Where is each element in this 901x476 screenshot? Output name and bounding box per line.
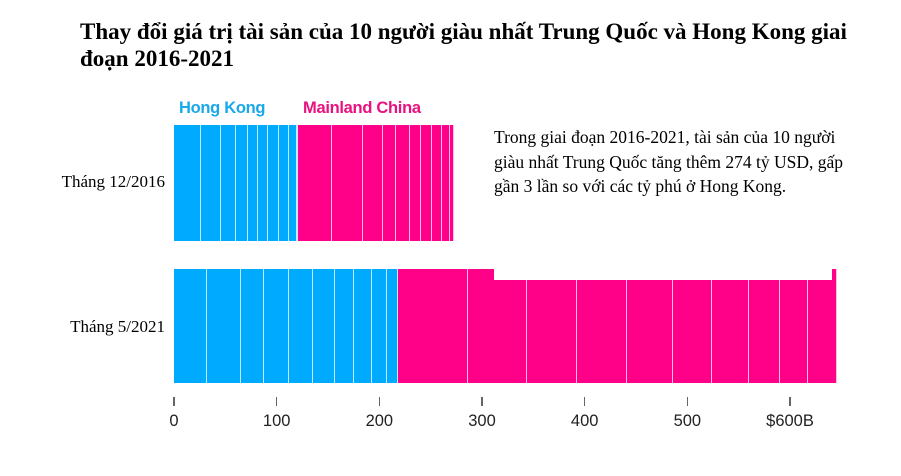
axis-tick-label: 100 bbox=[262, 412, 291, 430]
bar-segment-mainland-china bbox=[332, 125, 363, 241]
axis-tick bbox=[378, 397, 381, 406]
bar-segment-mainland-china bbox=[779, 280, 809, 383]
bar-segment-mainland-china bbox=[421, 125, 432, 241]
bar-segment-hong-kong bbox=[353, 269, 373, 383]
row-label-2021: Tháng 5/2021 bbox=[70, 317, 165, 336]
bar-segment-mainland-china bbox=[748, 280, 780, 383]
bar-segment-mainland-china bbox=[577, 280, 627, 383]
axis-tick bbox=[481, 397, 483, 406]
bar-segment-hong-kong bbox=[200, 125, 222, 241]
chart-title: Thay đổi giá trị tài sản của 10 người gi… bbox=[80, 19, 847, 71]
bar-segment-hong-kong bbox=[268, 125, 279, 241]
axis-tick bbox=[583, 397, 586, 406]
bar-segment-mainland-china bbox=[711, 280, 749, 383]
bar-segment-hong-kong bbox=[278, 125, 289, 241]
bar-segment-mainland-china bbox=[467, 269, 528, 383]
axis-tick bbox=[789, 397, 791, 406]
bar-segment-mainland-china bbox=[431, 125, 442, 241]
bar-segment-mainland-china bbox=[362, 125, 384, 241]
bar-segment-mainland-china bbox=[397, 269, 468, 383]
bar-segment-mainland-china bbox=[450, 125, 455, 241]
bar-segment-mainland-china bbox=[395, 125, 411, 241]
legend-mainland-china: Mainland China bbox=[303, 99, 421, 117]
bar-segment-hong-kong bbox=[312, 269, 336, 383]
legend-hong-kong: Hong Kong bbox=[179, 99, 266, 117]
bar-segment-hong-kong bbox=[335, 269, 354, 383]
bar-segment-mainland-china bbox=[672, 280, 712, 383]
bar-segment-hong-kong bbox=[386, 269, 398, 383]
axis-tick bbox=[275, 397, 278, 406]
bar-segment-mainland-china bbox=[298, 125, 333, 241]
axis-tick bbox=[686, 397, 689, 406]
bar-segment-mainland-china bbox=[410, 125, 422, 241]
bar-segment-hong-kong bbox=[372, 269, 387, 383]
bar-segment-hong-kong bbox=[174, 125, 201, 241]
bar-segment-hong-kong bbox=[258, 125, 269, 241]
bar-segment-hong-kong bbox=[264, 269, 289, 383]
axis-tick-label: 0 bbox=[169, 412, 179, 430]
annotation-text: Trong giai đoạn 2016-2021, tài sản của 1… bbox=[494, 127, 844, 196]
row-label-2016: Tháng 12/2016 bbox=[61, 172, 165, 191]
axis-tick-label: 400 bbox=[570, 412, 599, 430]
bar-segment-hong-kong bbox=[288, 269, 313, 383]
bar-segment-mainland-china bbox=[441, 125, 451, 241]
bar-segment-hong-kong bbox=[240, 269, 265, 383]
axis-tick-label: $600B bbox=[766, 412, 814, 430]
axis-tick bbox=[173, 397, 175, 406]
bar-step-mask bbox=[494, 268, 832, 280]
bar-segment-hong-kong bbox=[288, 125, 298, 241]
bar-segment-hong-kong bbox=[206, 269, 241, 383]
bar-segment-hong-kong bbox=[247, 125, 259, 241]
axis-tick-label: 200 bbox=[365, 412, 394, 430]
bar-segment-mainland-china bbox=[626, 280, 673, 383]
axis-tick-label: 500 bbox=[673, 412, 702, 430]
axis-tick-label: 300 bbox=[468, 412, 496, 430]
bar-segment-mainland-china bbox=[383, 125, 396, 241]
bar-segment-mainland-china bbox=[527, 280, 578, 383]
bar-segment-hong-kong bbox=[221, 125, 236, 241]
bar-segment-mainland-china bbox=[808, 269, 838, 383]
bar-segment-hong-kong bbox=[297, 125, 299, 241]
bar-segment-hong-kong bbox=[174, 269, 207, 383]
bar-segment-hong-kong bbox=[235, 125, 248, 241]
